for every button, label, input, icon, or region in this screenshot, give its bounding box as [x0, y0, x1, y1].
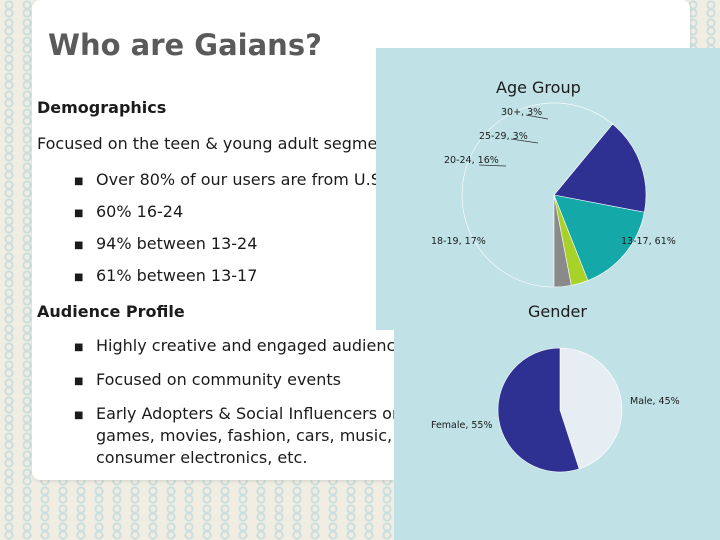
gender-pie-chart — [497, 347, 623, 473]
audience-bullet-3-line-3: consumer electronics, etc. — [96, 448, 308, 467]
age-pie-chart — [461, 102, 647, 288]
gender-label-male: Male, 45% — [630, 396, 680, 407]
pie-slice-13-17 — [461, 102, 614, 288]
gender-label-female: Female, 55% — [431, 420, 493, 431]
bullet-icon: ■ — [74, 376, 84, 387]
leader-line-30plus — [525, 114, 549, 120]
pie-slice-male — [559, 347, 623, 470]
audience-bullet-3: Early Adopters & Social Influencers on — [96, 404, 403, 423]
age-label-20-24: 20-24, 16% — [444, 155, 499, 166]
slide-title: Who are Gaians? — [48, 28, 322, 62]
leader-line-20-24 — [478, 164, 507, 167]
pie-slice-20-24 — [553, 194, 645, 281]
demographics-bullet-4: 61% between 13-17 — [96, 266, 258, 285]
bullet-icon: ■ — [74, 240, 84, 251]
audience-bullet-2: Focused on community events — [96, 370, 342, 389]
age-label-25-29: 25-29, 3% — [479, 131, 528, 142]
pie-slice-30plus — [553, 194, 572, 288]
bullet-icon: ■ — [74, 342, 84, 353]
age-label-30plus: 30+, 3% — [501, 107, 543, 118]
leader-line-25-29 — [510, 138, 539, 144]
audience-bullet-1: Highly creative and engaged audience — [96, 336, 406, 355]
bullet-icon: ■ — [74, 272, 84, 283]
audience-bullet-3-line-2: games, movies, fashion, cars, music, — [96, 426, 393, 445]
age-chart-title: Age Group — [496, 78, 581, 97]
age-label-18-19: 18-19, 17% — [431, 236, 486, 247]
age-label-13-17: 13-17, 61% — [621, 236, 676, 247]
bullet-icon: ■ — [74, 410, 84, 421]
gender-chart-title: Gender — [528, 302, 587, 321]
pie-slice-18-19 — [553, 123, 647, 213]
bullet-icon: ■ — [74, 208, 84, 219]
demographics-intro: Focused on the teen & young adult segmen… — [37, 134, 394, 153]
demographics-bullet-3: 94% between 13-24 — [96, 234, 258, 253]
bullet-icon: ■ — [74, 176, 84, 187]
demographics-heading: Demographics — [37, 98, 167, 117]
audience-heading: Audience Profile — [37, 302, 185, 321]
pie-slice-female — [497, 347, 580, 473]
demographics-bullet-2: 60% 16-24 — [96, 202, 184, 221]
demographics-bullet-1: Over 80% of our users are from U.S. — [96, 170, 386, 189]
